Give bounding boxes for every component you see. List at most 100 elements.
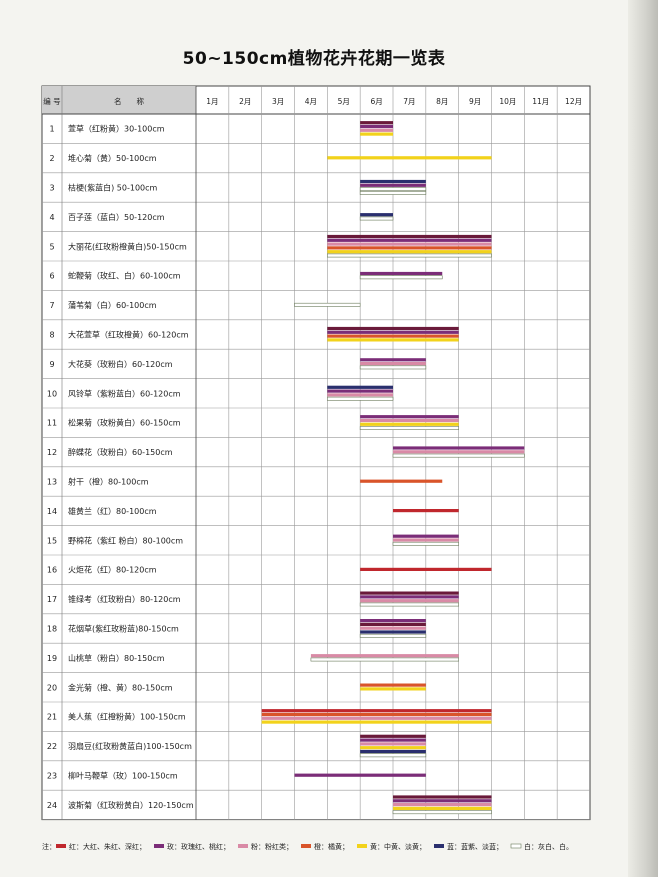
bloom-bar-pink: [360, 626, 426, 630]
month-label-7: 7月: [403, 97, 415, 106]
plant-name: 雄黄兰（红）80-100cm: [68, 506, 157, 516]
bloom-bar-blue: [360, 630, 426, 634]
plant-name: 花烟草(紫红玫粉蓝)80-150cm: [68, 624, 179, 634]
bloom-bar-purple: [360, 619, 426, 623]
row-number: 13: [47, 478, 57, 487]
row-number: 11: [47, 419, 57, 428]
bloom-bar-purple: [327, 330, 459, 334]
row-number: 3: [49, 184, 54, 193]
legend-swatch-blue: [434, 844, 444, 848]
bloom-bar-white: [359, 216, 394, 221]
bloom-bar-white: [327, 396, 394, 401]
plant-name: 波斯菊（红玫粉黄白）120-150cm: [68, 800, 194, 810]
bloom-bar-rose: [327, 234, 492, 239]
legend-swatch-red: [56, 844, 66, 848]
bloom-bar-rose: [360, 734, 426, 738]
legend-label-white: 白：灰白、白。: [524, 842, 573, 851]
row-number: 6: [49, 272, 54, 281]
bloom-bar-yellow: [327, 338, 459, 342]
row-number: 22: [47, 742, 57, 751]
bloom-bar-white: [359, 187, 427, 191]
bloom-bar-rose: [327, 326, 459, 331]
legend-label-red: 红：大红、朱红、深红；: [69, 842, 146, 851]
row-number: 8: [49, 331, 54, 340]
bloom-bar-rose: [393, 795, 492, 799]
bloom-bar-pink: [360, 128, 393, 132]
row-number: 4: [49, 213, 54, 222]
plant-name: 桔梗(紫蓝白) 50-100cm: [68, 183, 158, 193]
bloom-bar-white: [359, 426, 459, 430]
plant-name: 大丽花(红玫粉橙黄白)50-150cm: [68, 241, 187, 251]
bloom-bar-white: [359, 365, 427, 370]
bloom-bar-orange: [360, 683, 426, 687]
bloom-bar-blue: [360, 749, 426, 754]
row-number: 7: [49, 301, 54, 310]
legend-prefix: 注：: [42, 842, 56, 851]
bloom-bar-white: [359, 275, 443, 280]
row-number: 19: [47, 654, 57, 663]
month-label-8: 8月: [436, 97, 448, 106]
month-label-1: 1月: [206, 97, 218, 106]
month-label-2: 2月: [239, 97, 251, 106]
bloom-bar-yellow: [393, 806, 492, 810]
plant-name: 醉蝶花（玫粉白）60-150cm: [68, 447, 173, 457]
month-label-5: 5月: [338, 97, 350, 106]
plant-name: 锥绿考（红玫粉白）80-120cm: [68, 594, 181, 604]
bloom-bar-pink: [261, 716, 492, 720]
legend-swatch-yellow: [357, 844, 367, 848]
row-number: 2: [49, 154, 54, 163]
bloom-bar-pink: [393, 803, 492, 807]
bloom-bar-yellow: [360, 687, 426, 691]
month-label-12: 12月: [565, 97, 582, 106]
row-number: 21: [47, 713, 57, 722]
plant-name: 蒲苇菊（白）60-100cm: [68, 300, 157, 310]
bloom-bar-yellow: [261, 720, 492, 724]
row-number: 17: [47, 595, 57, 604]
plant-name: 射干（橙）80-100cm: [68, 477, 149, 487]
plant-name: 金光菊（橙、黄）80-150cm: [68, 682, 173, 692]
row-number: 9: [49, 360, 54, 369]
bloom-bar-white: [392, 453, 525, 458]
legend-label-pink: 粉：粉红类；: [251, 842, 293, 851]
bloom-bar-yellow: [360, 422, 459, 426]
row-number: 16: [47, 566, 57, 575]
bloom-bar-pink: [327, 393, 393, 397]
bloom-bar-yellow: [327, 156, 492, 160]
bloom-bar-purple: [360, 358, 426, 362]
bloom-bar-red: [360, 567, 492, 571]
bloom-bar-orange: [360, 479, 443, 483]
bloom-bar-white: [327, 253, 492, 258]
plant-name: 萱草（红粉黄）30-100cm: [68, 124, 165, 134]
bloom-bar-yellow: [327, 250, 492, 254]
row-number: 15: [47, 536, 57, 545]
bloom-bar-yellow: [360, 132, 393, 136]
bloom-bar-blue: [360, 179, 426, 184]
bloom-bar-pink: [360, 599, 459, 603]
bloom-bar-pink: [327, 242, 492, 246]
plant-name: 风铃草（紫粉蓝白）60-120cm: [68, 388, 181, 398]
bloom-bar-purple: [327, 389, 393, 393]
plant-name: 野棉花（紫红 粉白）80-100cm: [68, 535, 183, 545]
month-label-10: 10月: [499, 97, 516, 106]
bloom-bar-white: [359, 191, 427, 195]
bloom-bar-red: [393, 509, 459, 513]
row-number: 5: [49, 242, 54, 251]
row-number: 14: [47, 507, 57, 516]
bloom-bar-blue: [327, 385, 393, 389]
bloom-bar-white: [294, 302, 361, 307]
month-label-4: 4月: [305, 97, 317, 106]
plant-name: 大花葵（玫粉白）60-120cm: [68, 359, 173, 369]
header-name: 名 称: [114, 96, 144, 106]
month-label-3: 3月: [272, 97, 284, 106]
plant-name: 山桃草（粉白）80-150cm: [68, 653, 165, 663]
bloom-bar-purple: [294, 773, 426, 777]
row-number: 24: [47, 801, 57, 810]
bloom-bar-purple: [393, 799, 492, 803]
bloom-bar-pink: [360, 362, 426, 366]
bloom-bar-purple: [360, 415, 459, 419]
bloom-bar-white: [359, 633, 427, 638]
plant-name: 大花萱草（红玫橙黄）60-120cm: [68, 330, 189, 340]
bloom-bar-white: [392, 810, 492, 815]
header-name-shade: [42, 86, 196, 114]
